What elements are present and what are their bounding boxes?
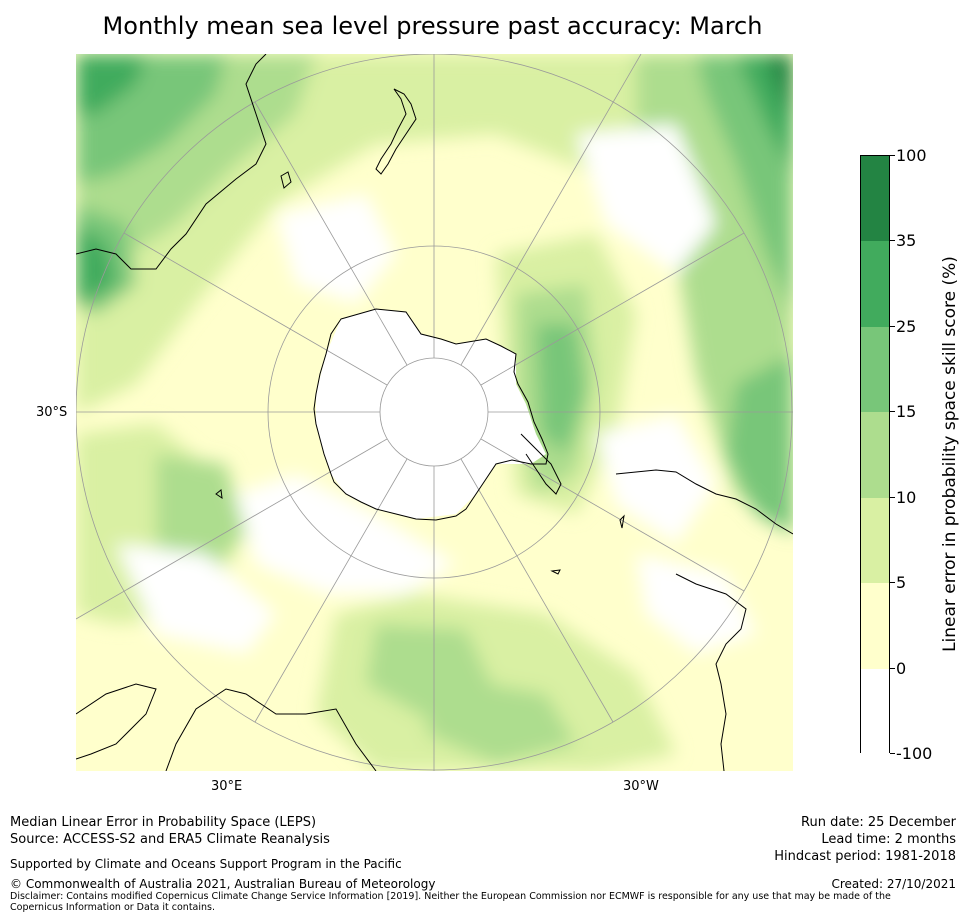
colorbar-label-100: 100 (896, 146, 927, 165)
colorbar-label-0: 0 (896, 659, 907, 678)
colorbar-bin-25-35 (861, 241, 889, 327)
skill-zone-35-100 (766, 54, 793, 124)
colorbar-tick (890, 497, 895, 498)
lon-label-30e: 30°E (211, 779, 243, 794)
footer-method: Median Linear Error in Probability Space… (10, 815, 317, 830)
madagascar-coastline (76, 683, 157, 760)
colorbar-tick (890, 240, 895, 241)
colorbar-bin-10-15 (861, 412, 889, 498)
skill-zone-10-15-southeast (426, 674, 576, 764)
skill-zone-negative (276, 194, 396, 304)
falkland-islands (550, 569, 561, 575)
skill-zone-15-25-center (536, 324, 586, 454)
meridian-120w (480, 438, 745, 592)
map-title: Monthly mean sea level pressure past acc… (102, 12, 763, 40)
created-date: Created: 27/10/2021 (831, 877, 956, 891)
skill-zone-15-25-east (726, 354, 793, 534)
lon-label-30w: 30°W (623, 779, 659, 794)
antarctic-peninsula (520, 433, 562, 495)
footer-source: Source: ACCESS-S2 and ERA5 Climate Reana… (10, 832, 330, 847)
meridian-120e (76, 438, 388, 620)
polar-map-canvas (76, 54, 793, 771)
south-america-coastline (615, 469, 793, 535)
colorbar-bin-35-100 (861, 156, 889, 241)
colorbar-tick (890, 326, 895, 327)
colorbar-label-neg100: -100 (896, 744, 933, 763)
lead-time: Lead time: 2 months (821, 832, 956, 847)
africa-coastline (165, 688, 377, 771)
colorbar-label-5: 5 (896, 573, 907, 592)
colorbar-label-25: 25 (896, 317, 917, 336)
colorbar-bin-0-5 (861, 583, 889, 669)
skill-zone-negative-se (596, 414, 716, 544)
skill-zone-negative-s (636, 554, 756, 654)
skill-zone-25-35-nw (76, 54, 146, 114)
meridian-30w (460, 54, 642, 366)
colorbar-label-35: 35 (896, 231, 917, 250)
skill-field (76, 54, 793, 771)
new-zealand-coastline (375, 88, 417, 175)
footer-support: Supported by Climate and Oceans Support … (10, 857, 402, 871)
colorbar (860, 155, 890, 754)
hindcast-period: Hindcast period: 1981-2018 (774, 849, 956, 864)
footer-copyright: © Commonwealth of Australia 2021, Austra… (10, 877, 436, 891)
australia-coastline (76, 54, 267, 270)
meridian-60e (123, 232, 388, 386)
meridian-30e (254, 101, 408, 366)
colorbar-title: Linear error in probability space skill … (940, 256, 960, 652)
colorbar-label-15: 15 (896, 402, 917, 421)
tasmania-coastline (280, 171, 292, 189)
south-america-east-coast (675, 573, 747, 771)
kerguelen-island (215, 489, 223, 500)
colorbar-tick (890, 668, 895, 669)
antarctica-interior (316, 309, 546, 519)
colorbar-bin-15-25 (861, 327, 889, 412)
colorbar-bin-neg100-0 (861, 669, 889, 754)
skill-zone-negative-ring (236, 474, 456, 594)
skill-zone-10-15-west (156, 454, 246, 574)
colorbar-bin-5-10 (861, 498, 889, 583)
colorbar-tick (890, 411, 895, 412)
colorbar-tick (890, 582, 895, 583)
polar-map (76, 54, 793, 771)
colorbar-label-10: 10 (896, 488, 917, 507)
skill-zone-25-35-west (76, 224, 116, 304)
skill-zone-negative-sw (116, 544, 276, 654)
skill-zone-negative-ne (576, 124, 716, 274)
run-date: Run date: 25 December (801, 815, 956, 830)
footer-disclaimer: Disclaimer: Contains modified Copernicus… (10, 891, 891, 913)
colorbar-tick (890, 155, 895, 156)
graticule (76, 54, 793, 771)
meridian-150w (460, 458, 614, 723)
colorbar-tick (890, 753, 895, 754)
south-georgia (619, 514, 625, 529)
antarctica-coastline (313, 308, 549, 521)
coastlines (76, 54, 793, 771)
lat-label-30s: 30°S (36, 405, 68, 420)
meridian-60w (480, 232, 745, 386)
meridian-150e (254, 458, 408, 723)
